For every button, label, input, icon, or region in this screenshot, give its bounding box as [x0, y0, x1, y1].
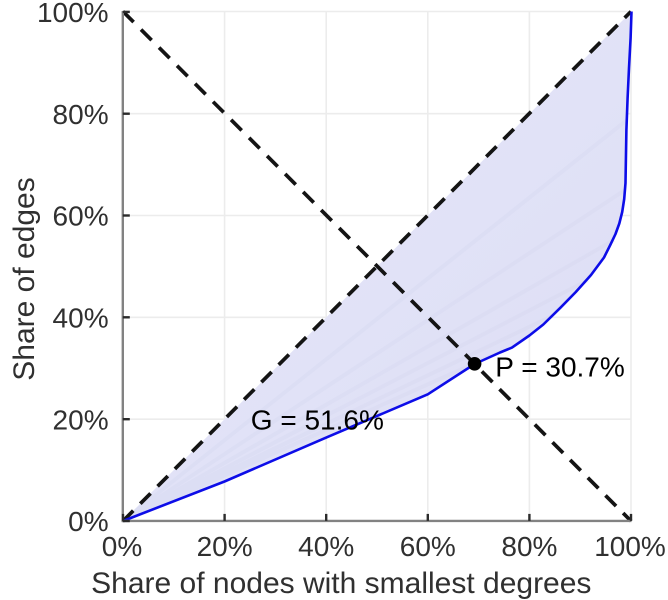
svg-text:60%: 60%	[53, 201, 109, 232]
svg-text:Share of edges: Share of edges	[8, 177, 41, 380]
svg-text:0%: 0%	[102, 531, 142, 562]
svg-text:100%: 100%	[37, 0, 109, 28]
svg-text:80%: 80%	[501, 531, 557, 562]
svg-text:Share of nodes with smallest d: Share of nodes with smallest degrees	[91, 567, 591, 600]
svg-text:G = 51.6%: G = 51.6%	[251, 405, 384, 436]
svg-text:80%: 80%	[53, 99, 109, 130]
svg-text:40%: 40%	[298, 531, 354, 562]
svg-text:60%: 60%	[400, 531, 456, 562]
svg-text:20%: 20%	[53, 404, 109, 435]
svg-text:20%: 20%	[197, 531, 253, 562]
svg-text:0%: 0%	[68, 506, 108, 537]
svg-text:100%: 100%	[594, 531, 666, 562]
svg-text:40%: 40%	[53, 303, 109, 334]
svg-text:P = 30.7%: P = 30.7%	[495, 352, 624, 383]
